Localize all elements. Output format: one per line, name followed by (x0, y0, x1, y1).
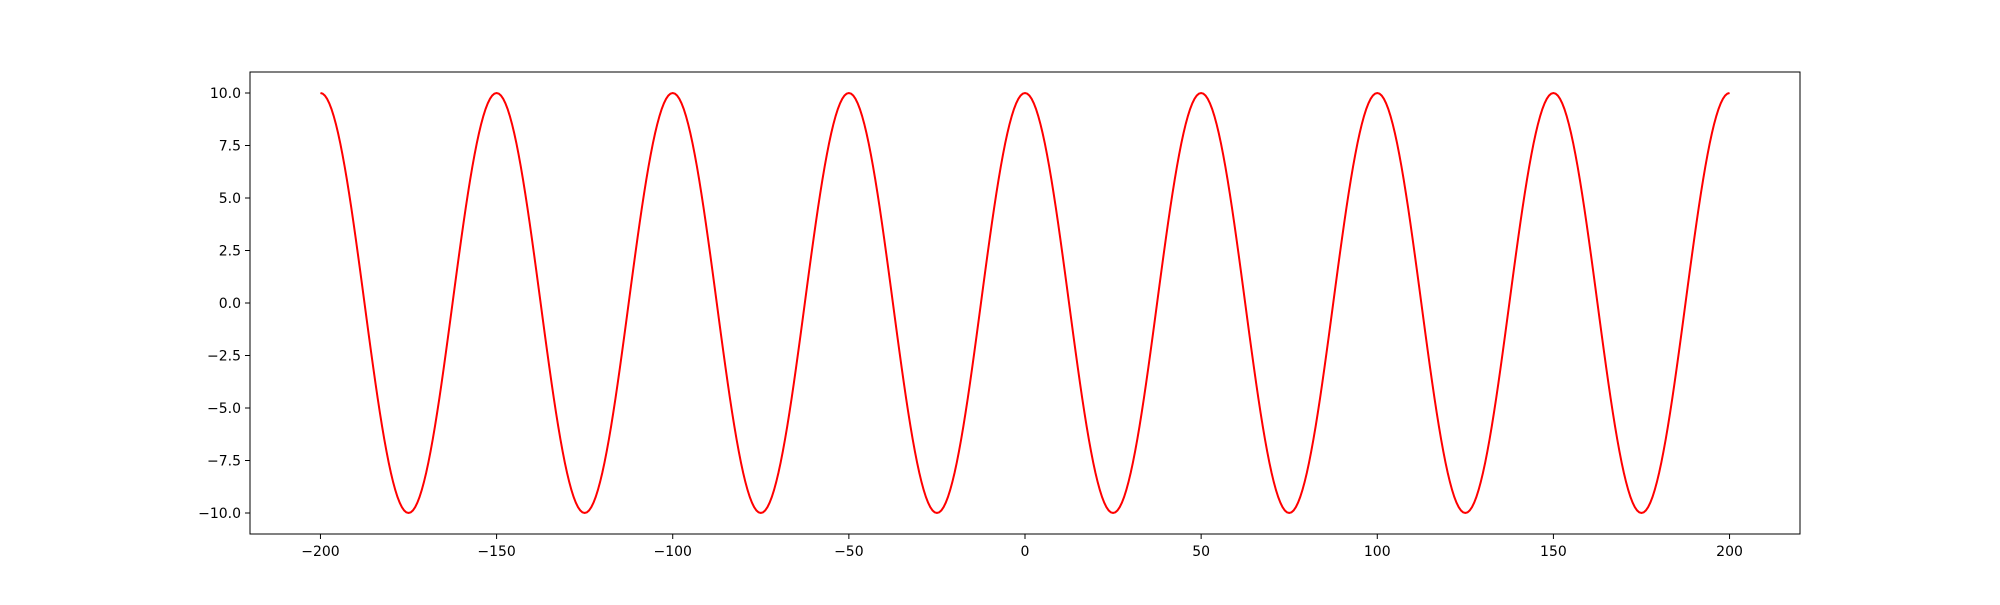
y-tick-label: 7.5 (219, 139, 241, 155)
y-tick-label: −10.0 (198, 506, 241, 522)
y-tick-label: 0.0 (219, 296, 241, 312)
y-tick-label: 5.0 (219, 191, 241, 207)
x-tick-label: 150 (1540, 544, 1567, 560)
x-tick-label: 50 (1192, 544, 1210, 560)
y-tick-label: 10.0 (210, 86, 241, 102)
y-tick-label: −2.5 (207, 349, 241, 365)
x-tick-label: −50 (834, 544, 864, 560)
x-tick-label: 100 (1364, 544, 1391, 560)
x-tick-label: 200 (1716, 544, 1743, 560)
y-tick-label: 2.5 (219, 244, 241, 260)
series-layer (320, 91, 1730, 515)
x-axis: −200 −150 −100 −50 0 50 100 150 200 (301, 534, 1743, 560)
x-tick-label: −100 (654, 544, 692, 560)
y-tick-label: −7.5 (207, 454, 241, 470)
series-line (320, 91, 1730, 515)
y-axis: −10.0 −7.5 −5.0 −2.5 0.0 2.5 5.0 7.5 10.0 (198, 86, 250, 522)
x-tick-label: 0 (1021, 544, 1030, 560)
x-tick-label: −200 (301, 544, 339, 560)
x-tick-label: −150 (477, 544, 515, 560)
plot-frame (249, 71, 1801, 535)
y-tick-label: −5.0 (207, 401, 241, 417)
